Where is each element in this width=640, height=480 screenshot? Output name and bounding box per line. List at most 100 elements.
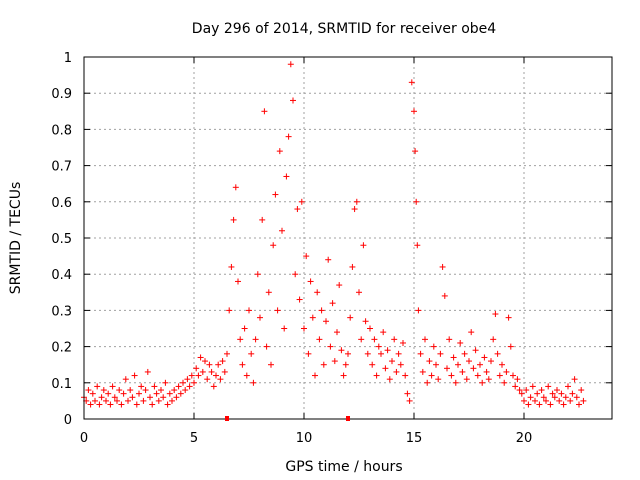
- data-point: [129, 394, 136, 401]
- data-point: [213, 372, 219, 379]
- data-point: [268, 361, 274, 368]
- x-axis-label: GPS time / hours: [285, 459, 402, 475]
- data-point: [414, 242, 421, 249]
- data-point: [206, 361, 213, 368]
- data-point: [472, 347, 479, 354]
- data-point: [114, 397, 120, 404]
- data-point: [188, 372, 195, 379]
- data-point: [105, 390, 112, 397]
- data-point: [164, 401, 171, 408]
- data-point: [444, 365, 450, 372]
- data-point: [446, 336, 453, 343]
- data-point: [389, 358, 395, 365]
- data-point: [261, 108, 268, 115]
- data-point: [318, 307, 325, 314]
- data-point: [100, 387, 107, 394]
- data-point: [393, 368, 400, 375]
- data-point: [362, 318, 369, 325]
- data-point: [578, 387, 585, 394]
- data-point: [479, 379, 486, 386]
- data-point: [191, 379, 197, 386]
- data-point: [186, 383, 193, 390]
- data-point: [534, 390, 541, 397]
- data-point: [412, 148, 419, 155]
- data-point: [307, 278, 314, 285]
- data-point: [560, 401, 567, 408]
- data-point: [155, 397, 162, 404]
- data-point: [353, 198, 360, 205]
- data-point: [320, 361, 327, 368]
- data-point: [474, 372, 481, 379]
- data-point: [120, 390, 127, 397]
- data-point: [430, 343, 437, 350]
- data-point: [144, 368, 151, 375]
- data-point: [162, 379, 169, 386]
- data-point: [177, 390, 184, 397]
- data-point: [400, 339, 406, 346]
- data-point: [340, 372, 347, 379]
- data-point: [554, 387, 560, 394]
- data-point: [503, 368, 510, 375]
- data-point: [85, 387, 92, 394]
- axis-ticks: 00.10.20.30.40.50.60.70.80.910 5 10 15 20: [51, 51, 612, 446]
- data-point: [151, 383, 158, 390]
- data-point: [274, 307, 281, 314]
- data-point: [89, 390, 96, 397]
- data-point: [485, 376, 492, 383]
- axis-marker: [225, 416, 229, 421]
- data-point: [221, 368, 228, 375]
- data-point: [367, 325, 373, 332]
- data-point: [349, 263, 356, 270]
- data-point: [133, 401, 140, 408]
- axis-marker: [346, 416, 350, 421]
- data-point: [305, 350, 312, 357]
- data-point: [521, 397, 527, 404]
- y-tick-label: 0.6: [51, 196, 72, 211]
- data-point: [193, 365, 200, 372]
- data-point: [373, 372, 380, 379]
- data-point: [323, 318, 329, 325]
- data-point: [219, 358, 226, 365]
- data-point: [488, 358, 494, 365]
- data-point: [107, 401, 114, 408]
- data-point: [312, 372, 318, 379]
- data-point: [428, 372, 435, 379]
- data-point: [523, 387, 530, 394]
- data-point: [241, 325, 248, 332]
- data-point: [459, 368, 466, 375]
- data-point: [298, 198, 305, 205]
- data-point: [499, 361, 505, 368]
- data-point: [547, 401, 554, 408]
- data-point: [272, 191, 279, 198]
- data-point: [562, 394, 569, 401]
- data-point: [329, 300, 336, 307]
- data-point: [470, 365, 477, 372]
- data-point: [382, 365, 389, 372]
- x-tick-label: 0: [80, 431, 88, 446]
- data-point: [270, 242, 277, 249]
- data-point: [136, 390, 142, 397]
- y-axis-label: SRMTID / TECUs: [8, 182, 24, 295]
- data-point: [477, 361, 483, 368]
- data-point: [490, 336, 497, 343]
- data-point: [433, 361, 439, 368]
- data-point: [202, 358, 208, 365]
- data-point: [103, 397, 109, 404]
- data-point: [195, 372, 202, 379]
- data-point: [505, 314, 512, 321]
- data-point: [384, 347, 391, 354]
- data-point: [281, 325, 288, 332]
- data-point: [285, 133, 292, 140]
- data-point: [356, 289, 362, 296]
- data-point: [215, 361, 222, 368]
- data-point: [166, 390, 173, 397]
- data-point: [338, 347, 345, 354]
- data-point: [228, 263, 235, 270]
- data-point: [468, 329, 475, 336]
- data-point: [576, 401, 582, 408]
- data-point: [204, 376, 211, 383]
- data-point: [415, 307, 422, 314]
- data-point: [514, 376, 521, 383]
- data-point: [87, 401, 94, 408]
